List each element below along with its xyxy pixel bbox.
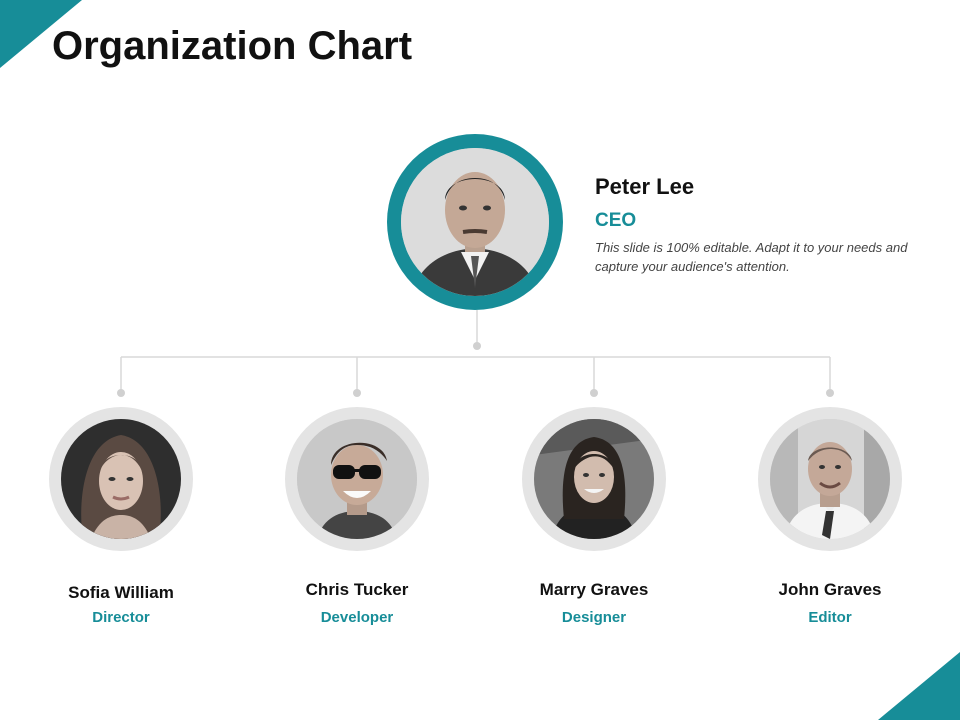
member-role: Developer	[320, 609, 394, 626]
member-name: Sofia William	[68, 583, 174, 602]
member-photo-ring	[285, 407, 429, 551]
connector-ceo-dot	[473, 342, 481, 350]
ceo-role: CEO	[595, 210, 637, 231]
member-avatar	[534, 419, 654, 539]
member-name: Marry Graves	[539, 580, 649, 599]
ceo-avatar	[401, 148, 549, 296]
ceo-photo-ring	[387, 134, 563, 310]
member-avatar	[770, 419, 890, 539]
member-card: Sofia William Director	[1, 407, 241, 626]
member-card: John Graves Editor	[710, 407, 950, 626]
member-card: Chris Tucker Developer	[237, 407, 477, 626]
ceo-name: Peter Lee	[595, 174, 695, 199]
member-role: Director	[92, 609, 150, 626]
member-photo-ring	[758, 407, 902, 551]
member-avatar	[297, 419, 417, 539]
member-role: Editor	[808, 609, 852, 626]
member-name: Chris Tucker	[305, 580, 409, 599]
member-photo-ring	[49, 407, 193, 551]
page-title: Organization Chart	[52, 24, 413, 68]
connector-dot-4	[826, 389, 834, 397]
ceo-info: Peter Lee CEO This slide is 100% editabl…	[595, 174, 915, 276]
bottom-right-corner-shape	[878, 652, 960, 720]
connector-dot-2	[353, 389, 361, 397]
top-left-corner-shape	[0, 0, 82, 68]
member-card: Marry Graves Designer	[474, 407, 714, 626]
member-avatar	[61, 419, 181, 539]
connector-dot-1	[117, 389, 125, 397]
ceo-description: This slide is 100% editable. Adapt it to…	[595, 240, 908, 274]
member-photo-ring	[522, 407, 666, 551]
member-role: Designer	[561, 609, 627, 626]
connector-dot-3	[590, 389, 598, 397]
member-name: John Graves	[778, 580, 882, 599]
